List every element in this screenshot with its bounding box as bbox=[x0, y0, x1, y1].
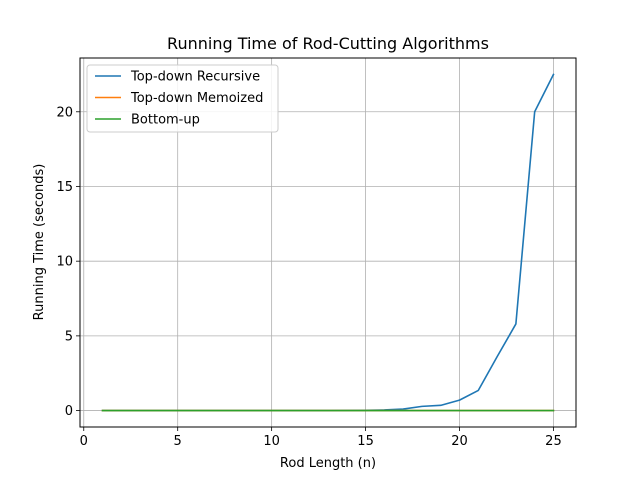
y-tick-label: 0 bbox=[65, 404, 73, 419]
ticks: 0 5 10 15 20 25 0 5 10 15 20 bbox=[56, 105, 561, 449]
y-axis-label: Running Time (seconds) bbox=[32, 164, 47, 321]
legend-label-top-down-recursive: Top-down Recursive bbox=[130, 70, 260, 85]
x-tick-label: 5 bbox=[174, 434, 182, 449]
x-tick-label: 20 bbox=[451, 434, 468, 449]
legend-label-bottom-up: Bottom-up bbox=[131, 113, 200, 128]
x-tick-label: 15 bbox=[357, 434, 374, 449]
y-tick-label: 15 bbox=[56, 180, 73, 195]
y-tick-label: 10 bbox=[56, 255, 73, 270]
plot-frame bbox=[79, 57, 577, 428]
legend-label-top-down-memoized: Top-down Memoized bbox=[130, 91, 263, 106]
x-tick-label: 25 bbox=[545, 434, 562, 449]
y-tick-label: 20 bbox=[56, 105, 73, 120]
y-tick-label: 5 bbox=[65, 329, 73, 344]
series-layer bbox=[101, 73, 555, 412]
x-tick-label: 0 bbox=[80, 434, 88, 449]
legend: Top-down Recursive Top-down Memoized Botto… bbox=[86, 64, 279, 133]
x-axis-label: Rod Length (n) bbox=[280, 456, 376, 471]
legend-box bbox=[86, 64, 279, 133]
x-tick-label: 10 bbox=[263, 434, 280, 449]
chart-title: Running Time of Rod-Cutting Algorithms bbox=[167, 34, 489, 53]
